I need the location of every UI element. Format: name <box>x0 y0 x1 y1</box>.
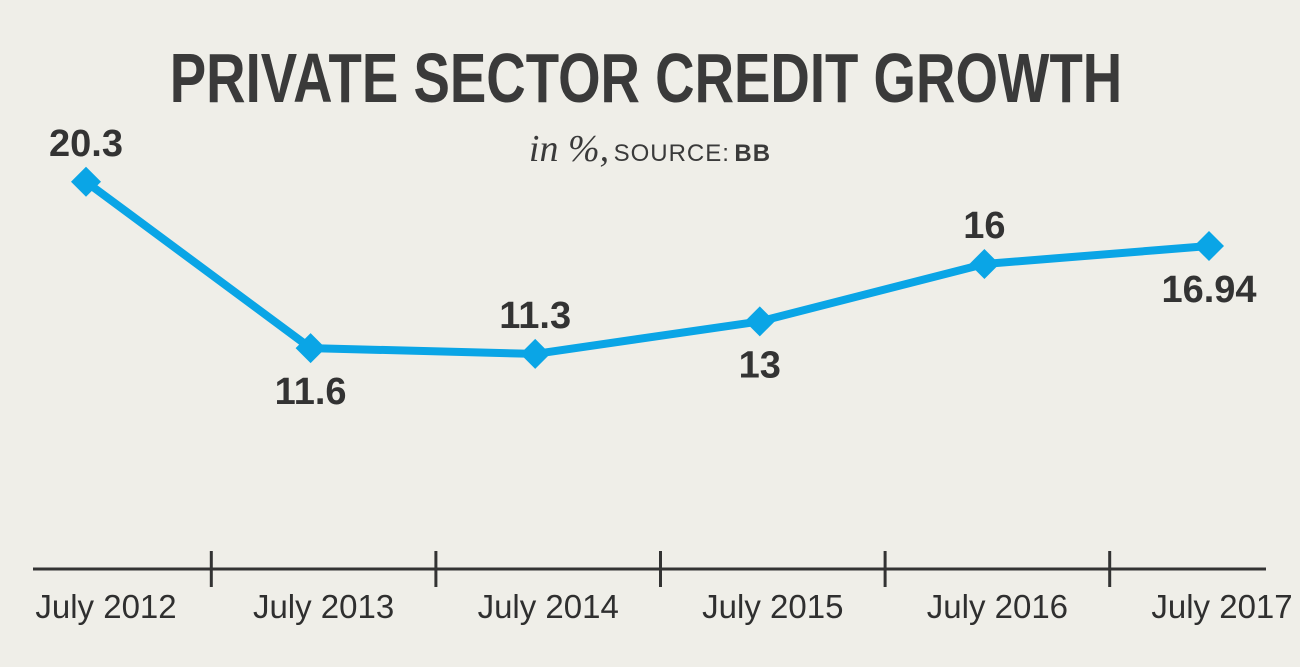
data-label-layer: 20.3 11.6 11.3 13 16 16.94 <box>49 123 1257 413</box>
data-label: 13 <box>739 344 781 386</box>
data-point-marker <box>71 166 101 197</box>
x-tick-label: July 2016 <box>927 588 1068 625</box>
x-tick-label-layer: July 2012 July 2013 July 2014 July 2015 July… <box>35 588 1292 625</box>
source-prefix: SOURCE: <box>613 140 730 167</box>
x-tick-label: July 2013 <box>253 588 394 625</box>
x-axis <box>33 551 1266 587</box>
data-label: 20.3 <box>49 123 123 165</box>
chart-subtitle: in %, SOURCE: BB <box>0 124 1300 182</box>
data-label: 11.6 <box>275 371 347 413</box>
data-point-marker <box>295 333 326 364</box>
data-label: 16.94 <box>1161 269 1256 311</box>
marker-layer <box>71 166 1224 369</box>
x-tick-label: July 2014 <box>478 588 619 625</box>
x-tick-label: July 2012 <box>35 588 176 625</box>
data-label: 16 <box>963 205 1005 247</box>
chart-title: PRIVATE SECTOR CREDIT GROWTH <box>169 39 1123 117</box>
x-tick-label: July 2015 <box>702 588 843 625</box>
series-layer <box>82 177 1213 358</box>
series-line <box>82 177 1213 358</box>
data-point-marker <box>1194 231 1224 262</box>
data-point-marker <box>969 249 1000 279</box>
data-point-marker <box>520 338 551 369</box>
source-name: BB <box>734 140 772 167</box>
x-tick-label: July 2017 <box>1151 588 1292 625</box>
data-point-marker <box>744 306 775 337</box>
data-label: 11.3 <box>499 295 571 337</box>
unit-label: in %, <box>528 128 610 170</box>
